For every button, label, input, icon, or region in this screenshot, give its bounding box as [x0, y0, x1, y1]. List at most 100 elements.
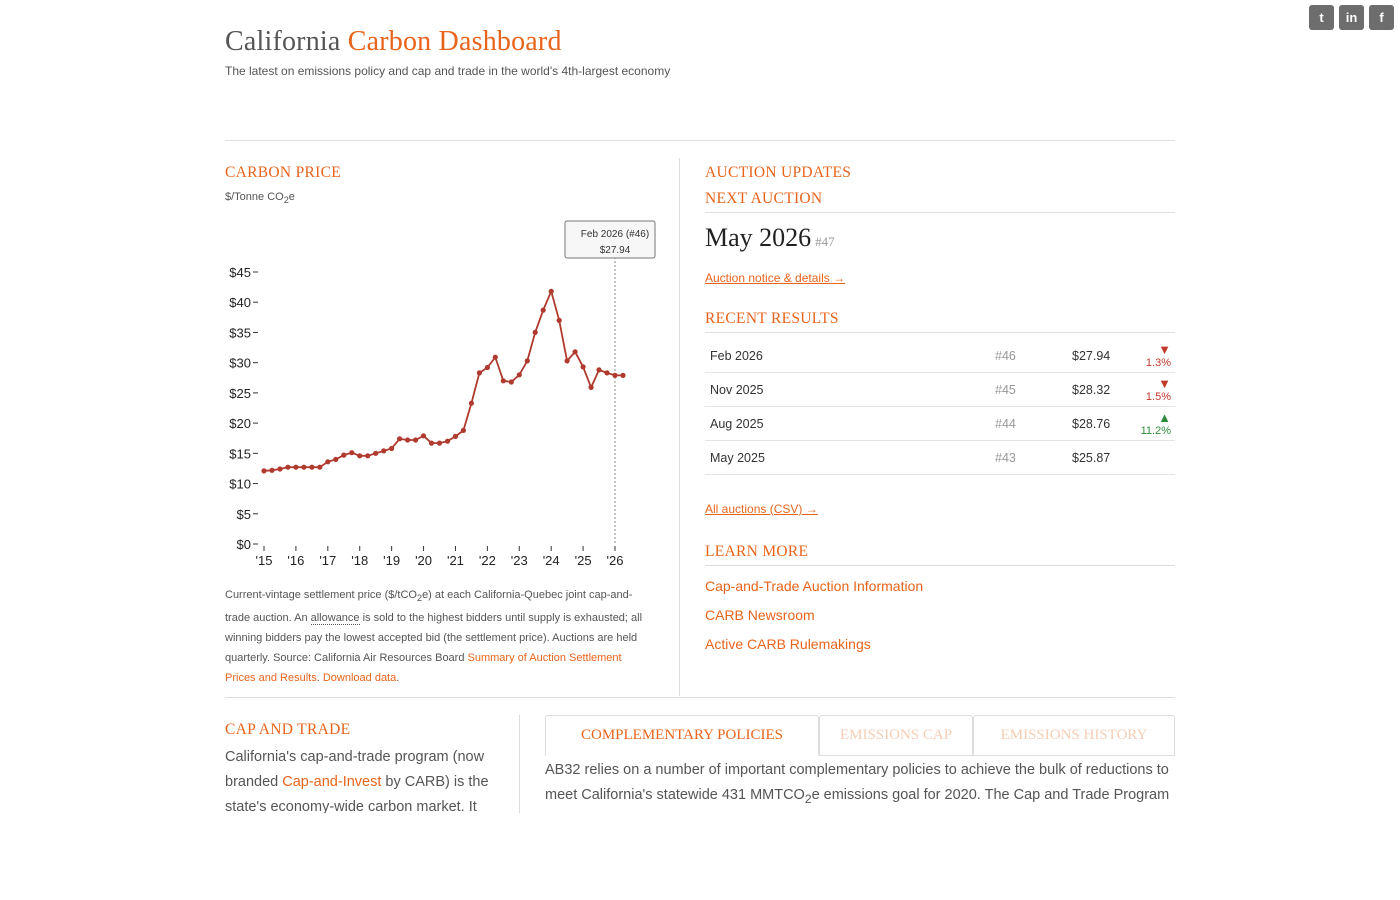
y-tick-label: $5 [237, 507, 251, 522]
result-row: May 2025 #43 $25.87 [705, 440, 1175, 475]
y-tick-label: $20 [229, 416, 251, 431]
result-number: #46 [994, 339, 1071, 373]
price-point [516, 372, 522, 378]
change-percent: 11.2% [1140, 425, 1171, 437]
page-header: California Carbon Dashboard The latest o… [225, 26, 670, 78]
recent-results-heading: RECENT RESULTS [705, 310, 1175, 333]
linkedin-icon[interactable]: in [1339, 5, 1364, 30]
y-tick-label: $35 [229, 325, 251, 340]
change-arrow-icon: ▼ [1158, 376, 1171, 391]
auction-section: AUCTION UPDATES NEXT AUCTION May 2026 #47… [705, 164, 1175, 665]
price-point [325, 459, 331, 465]
price-point [373, 450, 379, 456]
result-change: ▼ 1.5% [1133, 372, 1175, 407]
price-point [389, 445, 395, 452]
x-tick-label: '16 [287, 553, 304, 568]
y-tick-label: $15 [229, 446, 251, 461]
cap-and-invest-link[interactable]: Cap-and-Invest [282, 774, 382, 790]
price-point [580, 364, 586, 370]
x-tick-label: '25 [575, 553, 592, 568]
price-point [269, 467, 275, 473]
learn-more-link[interactable]: Cap-and-Trade Auction Information [705, 578, 924, 594]
price-point [476, 370, 482, 376]
y-tick-label: $45 [229, 265, 251, 280]
price-point [500, 378, 506, 384]
cap-and-trade-section: CAP AND TRADE California's cap-and-trade… [225, 721, 495, 813]
price-point [468, 400, 474, 406]
price-point [524, 358, 530, 364]
price-point [349, 450, 355, 456]
units-label: $/Tonne CO [225, 191, 284, 203]
auction-updates-heading: AUCTION UPDATES [705, 164, 852, 181]
cap-and-trade-text: California's cap-and-trade program (now … [225, 745, 495, 813]
price-point [309, 464, 315, 470]
price-point [492, 354, 498, 360]
price-point [333, 456, 339, 462]
cap-and-trade-heading: CAP AND TRADE [225, 721, 351, 738]
price-point [540, 307, 546, 313]
change-percent: 1.5% [1145, 391, 1171, 403]
x-tick-label: '24 [543, 553, 560, 568]
divider [225, 140, 1175, 141]
result-date: May 2025 [705, 440, 994, 475]
next-auction-date: May 2026 #47 [705, 223, 1175, 253]
results-table: Feb 2026 #46 $27.94 ▼ 1.3% Nov 2025 #45 $28.32… [705, 339, 1175, 475]
tab-text-subscript: 2 [804, 791, 812, 806]
tooltip-box [564, 220, 656, 259]
price-point [612, 372, 618, 378]
twitter-icon[interactable]: t [1309, 5, 1334, 30]
next-auction-month: May 2026 [705, 223, 812, 252]
next-auction-number: #47 [815, 234, 835, 249]
price-point [556, 317, 562, 323]
divider [225, 697, 1175, 698]
tab-emissions-history[interactable]: EMISSIONS HISTORY [973, 715, 1175, 756]
y-tick-label: $25 [229, 386, 251, 401]
tab-complementary-policies[interactable]: COMPLEMENTARY POLICIES [545, 715, 819, 756]
x-tick-label: '17 [319, 553, 336, 568]
result-price: $28.76 [1071, 406, 1133, 441]
change-arrow-icon: ▼ [1158, 342, 1171, 357]
price-point [604, 370, 610, 376]
price-point [532, 329, 538, 335]
result-row: Nov 2025 #45 $28.32 ▼ 1.5% [705, 372, 1175, 407]
x-tick-label: '18 [351, 553, 368, 568]
carbon-price-chart: Feb 2026 (#46) $27.94 $0 $5 $10 $15 $20 $25 $3… [229, 220, 656, 568]
learn-more-links: Cap-and-Trade Auction Information CARB Ne… [705, 578, 1175, 652]
caption-text: Current-vintage settlement price ($/tCO [225, 589, 417, 601]
result-change: ▲ 11.2% [1133, 406, 1175, 441]
change-percent: 1.3% [1145, 357, 1171, 369]
price-line [263, 288, 623, 472]
result-date: Aug 2025 [705, 406, 994, 441]
all-auctions-csv-link[interactable]: All auctions (CSV) → [705, 502, 818, 516]
x-tick-label: '26 [607, 553, 624, 568]
price-point [261, 468, 267, 474]
caption-text: e) at each California-Quebec joint cap-a… [225, 589, 633, 625]
price-point [405, 437, 411, 443]
carbon-price-section: CARBON PRICE $/Tonne CO2e [225, 164, 657, 205]
learn-more-link[interactable]: Active CARB Rulemakings [705, 636, 871, 652]
result-change: ▼ 1.3% [1133, 339, 1175, 373]
carbon-price-heading: CARBON PRICE [225, 164, 341, 181]
tab-emissions-cap[interactable]: EMISSIONS CAP [819, 715, 973, 756]
price-point [588, 384, 594, 390]
result-number: #44 [994, 406, 1071, 441]
x-tick-label: '19 [383, 553, 400, 568]
auction-notice-link[interactable]: Auction notice & details → [705, 271, 846, 285]
next-auction-heading: NEXT AUCTION [705, 190, 1175, 213]
facebook-icon[interactable]: f [1369, 5, 1394, 30]
price-point [397, 436, 403, 442]
page-title: California Carbon Dashboard [225, 26, 670, 58]
learn-more-link[interactable]: CARB Newsroom [705, 607, 815, 623]
cap-text: by CARB) is the state's economy-wide car… [225, 774, 489, 813]
settlement-summary-link[interactable]: Summary of Auction Settlement Prices and… [225, 652, 622, 685]
tab-text: AB32 relies on a number of important com… [545, 762, 1169, 803]
allowance-term[interactable]: allowance [310, 612, 360, 626]
download-data-link[interactable]: Download data [322, 672, 397, 685]
policy-tabs-section: COMPLEMENTARY POLICIES EMISSIONS CAP EMI… [545, 715, 1175, 813]
x-tick-label: '15 [256, 553, 273, 568]
price-point [572, 349, 578, 355]
price-point [484, 364, 490, 371]
result-number: #45 [994, 372, 1071, 407]
price-point [317, 464, 323, 470]
price-point [420, 433, 427, 439]
